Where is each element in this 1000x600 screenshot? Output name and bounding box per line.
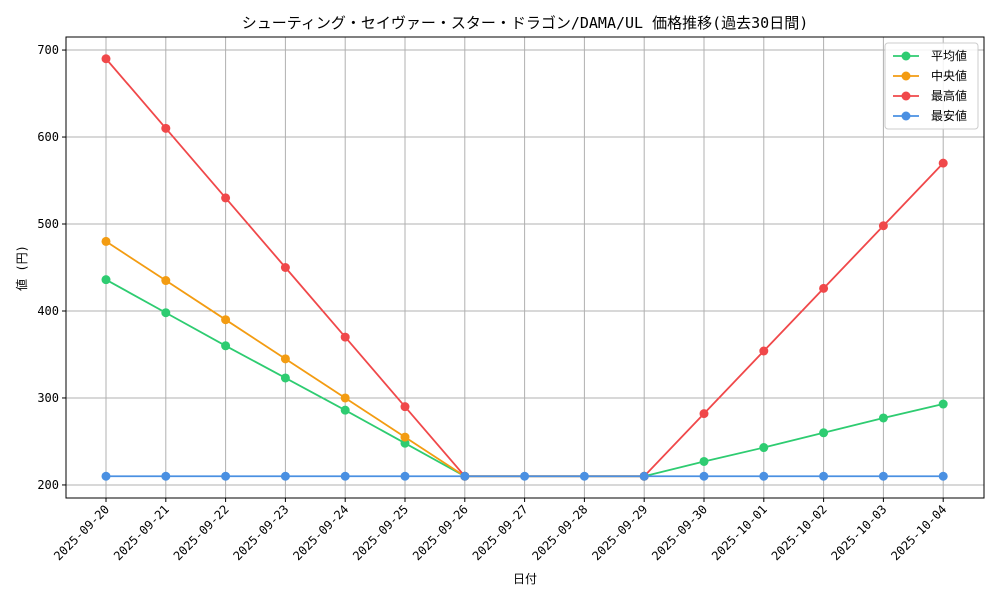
data-point (579, 471, 589, 481)
x-tick-label: 2025-09-20 (51, 502, 112, 563)
legend-swatch-marker (901, 111, 911, 121)
x-tick-label: 2025-09-27 (470, 502, 531, 563)
data-point (280, 471, 290, 481)
legend-label: 中央値 (931, 68, 967, 83)
data-point (520, 471, 530, 481)
data-point (699, 409, 709, 419)
y-tick-label: 700 (37, 43, 59, 57)
x-tick-label: 2025-09-28 (530, 502, 591, 563)
legend-item: 最安値 (893, 108, 967, 123)
series-1 (101, 236, 649, 481)
legend-swatch-marker (901, 91, 911, 101)
y-tick-label: 500 (37, 217, 59, 231)
x-tick-label: 2025-09-21 (111, 502, 172, 563)
grid (66, 37, 984, 498)
x-tick-label: 2025-10-01 (709, 502, 770, 563)
data-point (221, 471, 231, 481)
data-point (340, 332, 350, 342)
data-point (161, 123, 171, 133)
x-axis-label: 日付 (513, 572, 537, 586)
series-3 (101, 471, 948, 481)
x-tick-label: 2025-09-26 (410, 502, 471, 563)
data-point (878, 221, 888, 231)
data-point (340, 471, 350, 481)
legend-label: 最安値 (931, 108, 967, 123)
chart-title: シューティング・セイヴァー・スター・ドラゴン/DAMA/UL 価格推移(過去30… (242, 14, 809, 32)
data-point (340, 405, 350, 415)
data-point (699, 456, 709, 466)
series-layer (101, 54, 948, 481)
data-point (161, 276, 171, 286)
data-point (819, 283, 829, 293)
legend-box (884, 42, 979, 130)
data-point (101, 54, 111, 64)
data-point (101, 275, 111, 285)
legend-item: 平均値 (893, 48, 967, 63)
data-point (340, 393, 350, 403)
y-axis-ticks: 200 300 400 500 600 700 (37, 43, 66, 492)
legend-swatch-marker (901, 71, 911, 81)
data-point (280, 373, 290, 383)
data-point (938, 471, 948, 481)
legend-swatch-marker (901, 51, 911, 61)
legend-item: 最高値 (893, 88, 967, 103)
data-point (221, 341, 231, 351)
x-tick-label: 2025-09-22 (171, 502, 232, 563)
data-point (221, 315, 231, 325)
data-point (460, 471, 470, 481)
y-tick-label: 200 (37, 478, 59, 492)
data-point (639, 471, 649, 481)
data-point (819, 428, 829, 438)
data-point (161, 308, 171, 318)
data-point (280, 263, 290, 272)
data-point (759, 443, 769, 453)
x-tick-label: 2025-09-25 (350, 502, 411, 563)
data-point (938, 399, 948, 409)
series-line (105, 240, 645, 478)
data-point (878, 413, 888, 423)
x-tick-label: 2025-09-30 (649, 502, 710, 563)
x-tick-label: 2025-10-02 (769, 502, 830, 563)
x-tick-label: 2025-10-03 (829, 502, 890, 563)
y-tick-label: 300 (37, 391, 59, 405)
legend-item: 中央値 (893, 68, 967, 83)
data-point (221, 193, 231, 203)
y-tick-label: 600 (37, 130, 59, 144)
data-point (878, 471, 888, 481)
y-tick-label: 400 (37, 304, 59, 318)
y-axis-label: 値 (円) (14, 245, 29, 291)
x-tick-label: 2025-10-04 (888, 502, 949, 563)
data-point (938, 158, 948, 168)
data-point (101, 471, 111, 481)
data-point (400, 432, 410, 442)
data-point (759, 346, 769, 356)
data-point (280, 354, 290, 364)
data-point (400, 402, 410, 412)
data-point (699, 471, 709, 481)
legend-label: 最高値 (931, 88, 967, 103)
legend-label: 平均値 (931, 48, 967, 63)
x-tick-label: 2025-09-23 (231, 502, 292, 563)
x-axis-ticks: 2025-09-202025-09-212025-09-222025-09-23… (51, 498, 949, 563)
x-tick-label: 2025-09-24 (290, 502, 351, 563)
data-point (161, 471, 171, 481)
data-point (101, 236, 111, 246)
data-point (400, 471, 410, 481)
data-point (759, 471, 769, 481)
x-tick-label: 2025-09-29 (589, 502, 650, 563)
data-point (819, 471, 829, 481)
